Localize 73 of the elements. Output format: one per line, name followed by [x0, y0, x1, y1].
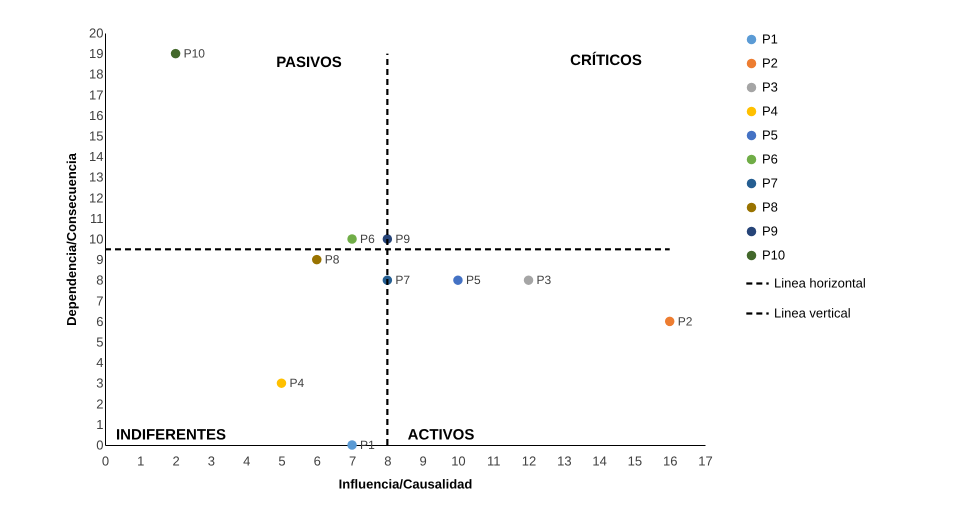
x-tick-label: 15 [628, 454, 642, 468]
y-tick-label: 16 [89, 108, 104, 123]
annotation: PASIVOS [276, 54, 342, 71]
legend-label: P5 [762, 128, 778, 142]
y-tick-label: 1 [96, 416, 104, 432]
legend-label: P1 [762, 32, 778, 46]
point [524, 275, 534, 285]
text: P8 [324, 252, 340, 267]
point [276, 378, 286, 388]
x-tick-label: 5 [278, 454, 286, 468]
x-tick-label: 8 [384, 454, 392, 468]
x-tick-label: 7 [348, 454, 356, 468]
legend-label: P7 [762, 176, 778, 190]
text: P9 [395, 232, 410, 246]
x-tick-label: 6 [314, 454, 321, 468]
y-tick-label: 19 [89, 46, 104, 62]
point [347, 234, 357, 244]
annotation: CRÍTICOS [570, 50, 642, 69]
point [312, 254, 322, 264]
legend-label: P6 [762, 152, 778, 166]
y-tick-label: 6 [96, 314, 104, 329]
x-tick-label: 9 [420, 454, 427, 468]
x-tick-label: 13 [557, 454, 572, 468]
x-tick-label: 1 [137, 454, 144, 468]
point [664, 316, 674, 326]
y-tick-label: 5 [96, 334, 104, 350]
text: P10 [184, 46, 205, 61]
y-tick-label: 18 [89, 66, 104, 82]
point [347, 440, 357, 450]
y-tick-label: 13 [89, 170, 104, 185]
y-tick-label: 11 [90, 210, 104, 226]
legend-label: P8 [762, 200, 778, 214]
y-tick-label: 3 [96, 376, 104, 391]
y-tick-label: 10 [89, 232, 104, 246]
y-tick-label: 7 [96, 293, 104, 308]
x-tick-label: 16 [662, 454, 678, 468]
x-tick-label: 11 [486, 454, 500, 468]
legend-label: P10 [762, 248, 786, 262]
annotation: INDIFERENTES [116, 426, 226, 444]
x-tick-label: 12 [522, 454, 536, 468]
x-tick-label: 14 [592, 454, 607, 468]
text: P2 [678, 314, 692, 328]
y-tick-label: 2 [96, 396, 104, 412]
legend-label: P3 [762, 80, 778, 94]
text: P7 [395, 273, 410, 288]
y-axis-title: Dependencia/Consecuencia [64, 152, 80, 326]
legend-label: Linea horizontal [774, 276, 866, 290]
y-tick-label: 8 [96, 272, 104, 288]
text: P6 [360, 232, 375, 246]
x-tick-label: 2 [172, 454, 180, 468]
x-tick-label: 10 [451, 454, 466, 468]
y-tick-label: 0 [96, 438, 104, 452]
x-tick-label: 4 [243, 454, 250, 468]
point [170, 48, 180, 58]
legend-label: P9 [762, 224, 778, 238]
x-tick-label: 17 [698, 454, 713, 468]
y-tick-label: 20 [89, 26, 104, 40]
legend-label: P4 [762, 104, 778, 118]
text: P3 [536, 273, 552, 288]
y-tick-label: 15 [89, 128, 104, 144]
point [453, 275, 463, 285]
y-tick-label: 17 [89, 87, 104, 102]
y-tick-label: 9 [96, 252, 104, 268]
legend-label: Linea vertical [774, 306, 851, 320]
annotation: ACTIVOS [408, 426, 474, 444]
text: P5 [466, 273, 481, 288]
x-axis-title: Influencia/Causalidad [338, 476, 472, 492]
y-tick-label: 4 [96, 355, 104, 370]
x-tick-label: 3 [208, 454, 215, 468]
text: P4 [289, 376, 304, 390]
y-tick-label: 14 [89, 149, 104, 164]
y-tick-label: 12 [89, 190, 104, 206]
legend-label: P2 [762, 56, 778, 70]
